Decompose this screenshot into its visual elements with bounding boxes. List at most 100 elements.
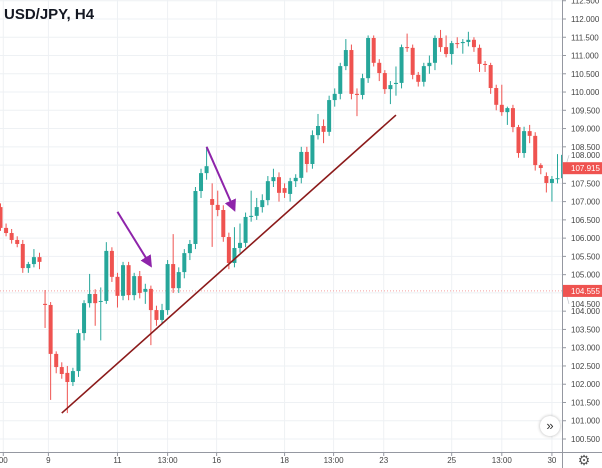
candle xyxy=(371,35,376,67)
candle xyxy=(538,163,543,175)
double-chevron-right-icon: » xyxy=(546,418,554,433)
chart-title: USD/JPY, H4 xyxy=(4,6,95,23)
candle-body xyxy=(271,177,276,182)
x-tick-label: 13:00 xyxy=(158,456,179,465)
candle-body xyxy=(466,39,471,43)
candle xyxy=(221,205,226,242)
candle xyxy=(366,35,371,83)
candle-body xyxy=(371,37,376,63)
candle-body xyxy=(360,78,365,95)
candle xyxy=(182,249,187,279)
candle xyxy=(48,302,53,400)
candle-body xyxy=(555,178,560,180)
candle-body xyxy=(533,135,538,166)
candle xyxy=(377,59,382,82)
candle xyxy=(15,236,20,248)
candle xyxy=(126,261,131,301)
y-tick-label: 108.500 xyxy=(571,143,600,152)
y-tick-label: 103.000 xyxy=(571,344,600,353)
candle xyxy=(405,33,410,52)
candle xyxy=(154,305,159,326)
candle xyxy=(460,39,465,54)
candle-body xyxy=(148,288,153,311)
candle-body xyxy=(343,50,348,67)
candle xyxy=(0,203,3,231)
x-tick-label: 30 xyxy=(547,456,556,465)
candle xyxy=(132,272,137,301)
candle xyxy=(332,88,337,107)
y-tick-label: 111.000 xyxy=(571,52,599,61)
y-tick-label: 109.000 xyxy=(571,125,600,134)
candle-body xyxy=(260,200,265,208)
candle xyxy=(143,283,148,304)
candle-body xyxy=(70,371,75,383)
candle xyxy=(204,146,209,180)
candle xyxy=(349,44,354,100)
candle xyxy=(215,190,220,217)
price-label-badge xyxy=(563,162,602,175)
price-label-text: 104.555 xyxy=(571,287,600,296)
candle-body xyxy=(20,243,25,269)
candle xyxy=(393,66,398,96)
gear-icon[interactable]: ⚙ xyxy=(577,452,591,468)
candle-body xyxy=(388,85,393,90)
plot-area xyxy=(0,0,562,452)
candle-body xyxy=(304,151,309,164)
candle-body xyxy=(349,50,354,94)
scroll-to-realtime-button[interactable]: » xyxy=(540,416,560,436)
candle-body xyxy=(43,303,48,305)
y-tick-label: 100.500 xyxy=(571,435,600,444)
candle-body xyxy=(160,310,165,320)
candle xyxy=(466,31,471,47)
candle-body xyxy=(115,276,120,296)
candle-body xyxy=(165,264,170,311)
candle-body xyxy=(405,47,410,49)
y-tick-label: 109.500 xyxy=(571,106,600,115)
candle-body xyxy=(393,82,398,85)
y-tick-label: 112.500 xyxy=(571,0,600,6)
candle-body xyxy=(505,108,510,113)
candle xyxy=(76,329,81,377)
candle-body xyxy=(121,265,126,296)
x-tick-label: 16 xyxy=(212,456,221,465)
candle xyxy=(343,39,348,71)
candle-body xyxy=(193,191,198,244)
candle xyxy=(382,70,387,94)
y-tick-label: 107.500 xyxy=(571,179,600,188)
candle-body xyxy=(315,126,320,136)
candle xyxy=(432,35,437,71)
candle xyxy=(293,174,298,187)
candle-body xyxy=(154,310,159,320)
candle-body xyxy=(204,166,209,174)
candle-body xyxy=(321,126,326,132)
y-tick-label: 110.000 xyxy=(571,88,600,97)
candle-body xyxy=(104,250,109,301)
candle-body xyxy=(421,66,426,82)
candle-body xyxy=(483,63,488,66)
candle-body xyxy=(143,288,148,292)
candle xyxy=(115,272,120,308)
candle xyxy=(193,186,198,250)
candle xyxy=(561,154,562,179)
candle xyxy=(522,126,527,158)
candle xyxy=(137,271,142,299)
candle-body xyxy=(265,181,270,201)
candle xyxy=(109,247,114,282)
candle-body xyxy=(460,42,465,44)
candle xyxy=(171,234,176,293)
candle-body xyxy=(522,131,527,154)
candle-body xyxy=(187,243,192,254)
candle xyxy=(260,194,265,213)
candle-body xyxy=(455,43,460,45)
candle xyxy=(277,172,281,202)
candle xyxy=(43,289,48,328)
x-tick-label: 25 xyxy=(447,456,456,465)
candle xyxy=(282,183,287,198)
candle xyxy=(544,172,549,193)
candle xyxy=(210,183,215,247)
candle-body xyxy=(210,199,215,205)
candle xyxy=(327,95,332,136)
y-tick-label: 101.000 xyxy=(571,417,600,426)
y-tick-label: 102.000 xyxy=(571,380,600,389)
